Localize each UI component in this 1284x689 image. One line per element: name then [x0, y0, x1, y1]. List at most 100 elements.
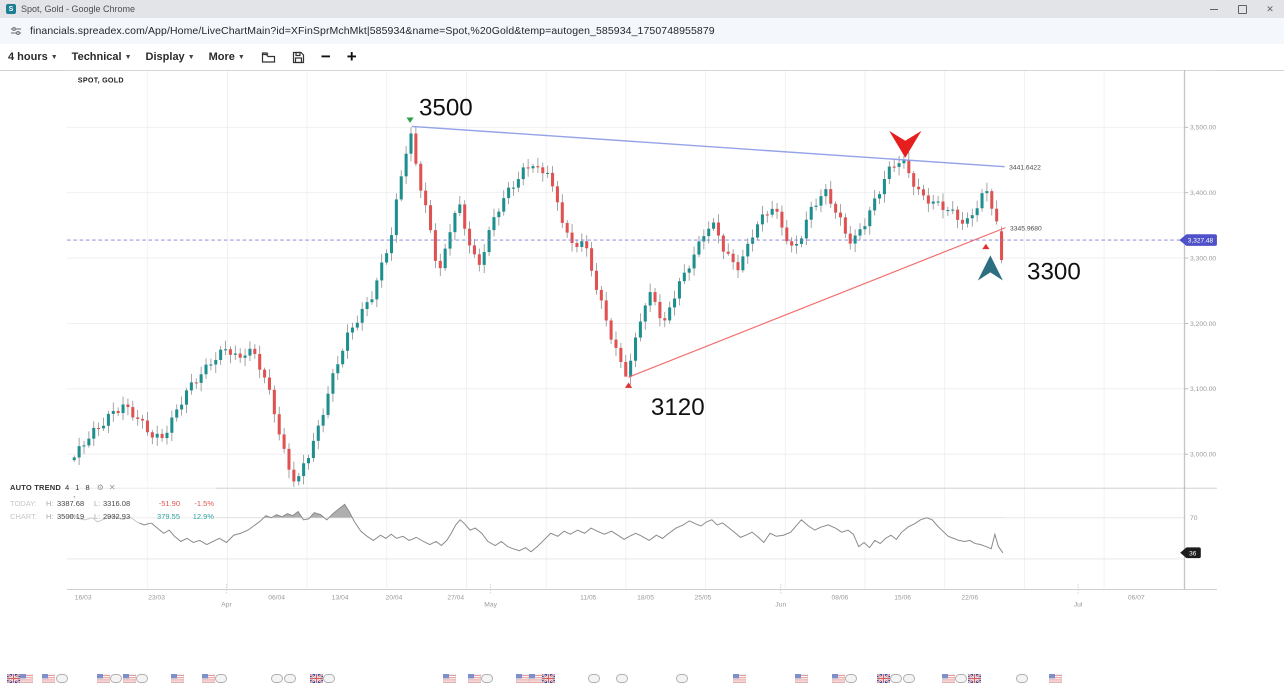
calendar-flag-uk[interactable] [541, 673, 556, 684]
indicator-level-label: 70 [1190, 515, 1198, 522]
calendar-flag-eu[interactable] [215, 674, 227, 683]
svg-text:Apr: Apr [221, 601, 232, 608]
price-chart-canvas[interactable]: 3441.6422 3345.9680 3,327.48 3500 3120 3300 SP… [0, 70, 1284, 670]
price-annotation: 3300 [1027, 259, 1081, 286]
calendar-flag-eu[interactable] [845, 674, 857, 683]
calendar-flag-eu[interactable] [56, 674, 68, 683]
tune-icon[interactable] [10, 25, 22, 37]
price-axis-labels: 3,500.00 3,400.00 3,300.00 3,200.00 3,100.00… [1184, 125, 1216, 459]
candles-layer [72, 126, 1004, 487]
lower-trendline-label: 3345.9680 [1010, 225, 1042, 232]
calendar-flag-us[interactable] [122, 673, 137, 684]
calendar-flag-eu[interactable] [616, 674, 628, 683]
calendar-flag-eu[interactable] [136, 674, 148, 683]
svg-text:3,400.00: 3,400.00 [1190, 190, 1216, 197]
url-field[interactable]: financials.spreadex.com/App/Home/LiveCha… [30, 25, 715, 37]
svg-text:Jun: Jun [775, 601, 786, 608]
svg-text:15/06: 15/06 [894, 594, 911, 601]
svg-text:13/04: 13/04 [332, 594, 349, 601]
zoom-in-button[interactable]: + [346, 47, 357, 66]
calendar-flag-us[interactable] [467, 673, 482, 684]
svg-text:May: May [484, 601, 497, 608]
calendar-flag-us[interactable] [1048, 673, 1063, 684]
calendar-flag-us[interactable] [528, 673, 543, 684]
legend-row-today: TODAY: H: 3387.68 L: 3316.08 -51.90 -1.5… [8, 498, 216, 511]
legend-row-chart: CHART: H: 3500.19 L: 2932.93 379.55 12.9… [8, 510, 216, 523]
gear-icon[interactable]: ⚙ [96, 483, 104, 492]
chevron-down-icon: ▼ [187, 53, 195, 61]
more-dropdown[interactable]: More ▼ [208, 51, 245, 63]
price-annotation: 3120 [651, 394, 705, 421]
legend-params: 4 1 8 [65, 483, 92, 492]
svg-text:3,300.00: 3,300.00 [1190, 255, 1216, 262]
svg-text:Jul: Jul [1074, 601, 1083, 608]
chevron-down-icon: ▼ [124, 53, 132, 61]
calendar-flag-us[interactable] [831, 673, 846, 684]
chevron-down-icon: ▼ [237, 53, 245, 61]
technical-dropdown[interactable]: Technical ▼ [71, 51, 132, 63]
upper-trendline-label: 3441.6422 [1009, 164, 1041, 171]
calendar-flag-us[interactable] [170, 673, 185, 684]
calendar-flag-us[interactable] [941, 673, 956, 684]
site-favicon: S [6, 4, 16, 14]
pivot-low-marker [624, 382, 633, 388]
close-icon[interactable]: ✕ [108, 483, 116, 492]
calendar-flag-us[interactable] [515, 673, 530, 684]
zoom-out-button[interactable]: − [320, 47, 331, 66]
chart-background [67, 70, 1217, 608]
svg-text:18/05: 18/05 [637, 594, 654, 601]
svg-text:36: 36 [1189, 550, 1197, 557]
calendar-flag-us[interactable] [96, 673, 111, 684]
window-titlebar: S Spot, Gold - Google Chrome ✕ [0, 0, 1284, 19]
calendar-flag-us[interactable] [19, 673, 34, 684]
calendar-flag-eu[interactable] [110, 674, 122, 683]
calendar-flag-uk[interactable] [309, 673, 324, 684]
calendar-flag-eu[interactable] [481, 674, 493, 683]
calendar-flag-uk[interactable] [967, 673, 982, 684]
calendar-flag-eu[interactable] [323, 674, 335, 683]
maximize-button[interactable] [1228, 0, 1256, 18]
svg-text:3,000.00: 3,000.00 [1190, 452, 1216, 459]
calendar-flag-eu[interactable] [903, 674, 915, 683]
calendar-flag-eu[interactable] [890, 674, 902, 683]
current-price-badge: 3,327.48 [1179, 234, 1217, 246]
svg-text:3,100.00: 3,100.00 [1190, 386, 1216, 393]
buy-arrow-icon [977, 255, 1003, 281]
svg-text:08/06: 08/06 [832, 594, 849, 601]
open-folder-icon[interactable] [261, 51, 276, 64]
display-dropdown[interactable]: Display ▼ [145, 51, 195, 63]
chart-toolbar: 4 hours ▼ Technical ▼ Display ▼ More ▼ − + [0, 44, 1284, 71]
svg-text:11/05: 11/05 [580, 594, 597, 601]
svg-text:06/04: 06/04 [268, 594, 285, 601]
window-title: Spot, Gold - Google Chrome [21, 4, 136, 14]
interval-dropdown[interactable]: 4 hours ▼ [8, 51, 58, 63]
symbol-label: SPOT, GOLD [78, 77, 124, 85]
calendar-flag-us[interactable] [201, 673, 216, 684]
sell-arrow-icon [889, 130, 922, 158]
close-button[interactable]: ✕ [1266, 3, 1274, 14]
svg-text:3,500.00: 3,500.00 [1190, 125, 1216, 132]
calendar-flag-eu[interactable] [1016, 674, 1028, 683]
calendar-flag-us[interactable] [41, 673, 56, 684]
calendar-flag-eu[interactable] [676, 674, 688, 683]
calendar-flag-eu[interactable] [588, 674, 600, 683]
calendar-flag-eu[interactable] [271, 674, 283, 683]
svg-text:27/04: 27/04 [447, 594, 464, 601]
svg-text:23/03: 23/03 [148, 594, 165, 601]
save-icon[interactable] [292, 51, 305, 64]
calendar-flag-uk[interactable] [6, 673, 21, 684]
calendar-flag-us[interactable] [732, 673, 747, 684]
upper-trendline [411, 125, 1005, 168]
calendar-flag-uk[interactable] [876, 673, 891, 684]
calendar-flag-eu[interactable] [284, 674, 296, 683]
calendar-flag-us[interactable] [442, 673, 457, 684]
svg-text:16/03: 16/03 [75, 594, 92, 601]
auto-trend-legend: AUTO TREND 4 1 8 ⚙ ✕ TODAY: H: 3387.68 L… [8, 482, 216, 523]
svg-text:3,200.00: 3,200.00 [1190, 321, 1216, 328]
calendar-flag-us[interactable] [794, 673, 809, 684]
minimize-button[interactable] [1200, 0, 1228, 18]
calendar-flag-eu[interactable] [955, 674, 967, 683]
svg-text:25/05: 25/05 [695, 594, 712, 601]
pivot-high-marker [406, 117, 414, 123]
